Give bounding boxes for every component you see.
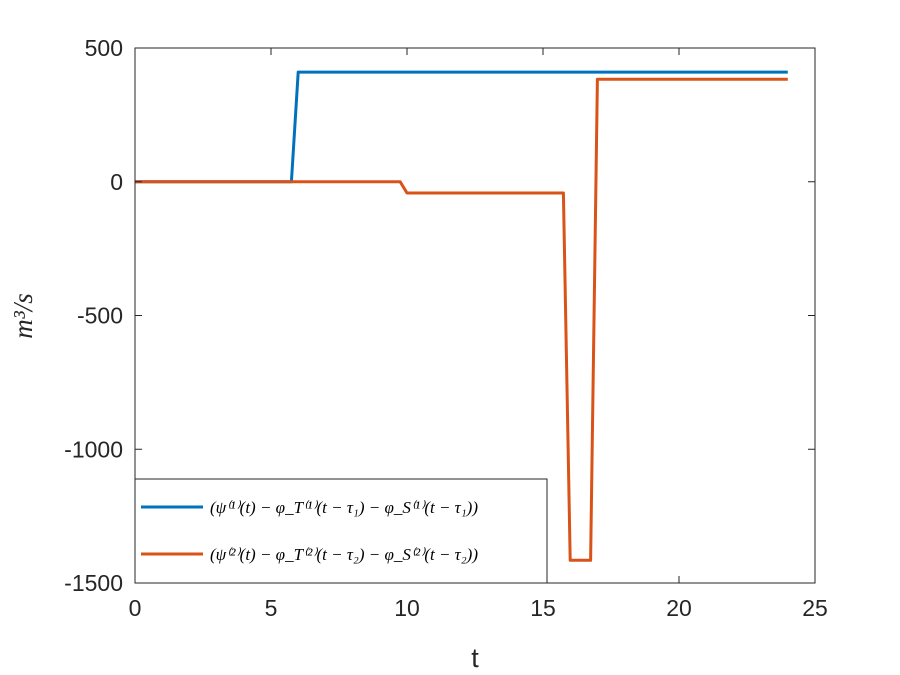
- y-tick-label: 500: [85, 35, 123, 61]
- x-tick-label: 20: [666, 595, 692, 621]
- x-tick-label: 5: [265, 595, 278, 621]
- legend: (ψ⁽¹⁾(t) − φ_T⁽¹⁾(t − τ₁) − φ_S⁽¹⁾(t − τ…: [134, 478, 548, 584]
- series-layer: [135, 70, 788, 562]
- y-axis-label: m³/s: [8, 293, 38, 339]
- y-tick-label: 0: [110, 169, 123, 195]
- x-axis: 0 5 10 15 20 25: [129, 48, 828, 621]
- legend-label-series-2: (ψ⁽²⁾(t) − φ_T⁽²⁾(t − τ₂) − φ_S⁽²⁾(t − τ…: [210, 545, 478, 564]
- series-line-2: [135, 77, 788, 562]
- y-tick-label: -1000: [64, 436, 123, 462]
- x-tick-label: 15: [530, 595, 556, 621]
- x-tick-label: 0: [129, 595, 142, 621]
- legend-label-series-1: (ψ⁽¹⁾(t) − φ_T⁽¹⁾(t − τ₁) − φ_S⁽¹⁾(t − τ…: [210, 498, 478, 517]
- x-tick-label: 10: [394, 595, 420, 621]
- legend-box: [134, 478, 548, 584]
- y-axis: 500 0 -500 -1000 -1500: [64, 35, 815, 596]
- x-tick-label: 25: [802, 595, 828, 621]
- y-tick-label: -1500: [64, 570, 123, 596]
- y-tick-label: -500: [77, 303, 123, 329]
- x-axis-label: t: [471, 643, 479, 673]
